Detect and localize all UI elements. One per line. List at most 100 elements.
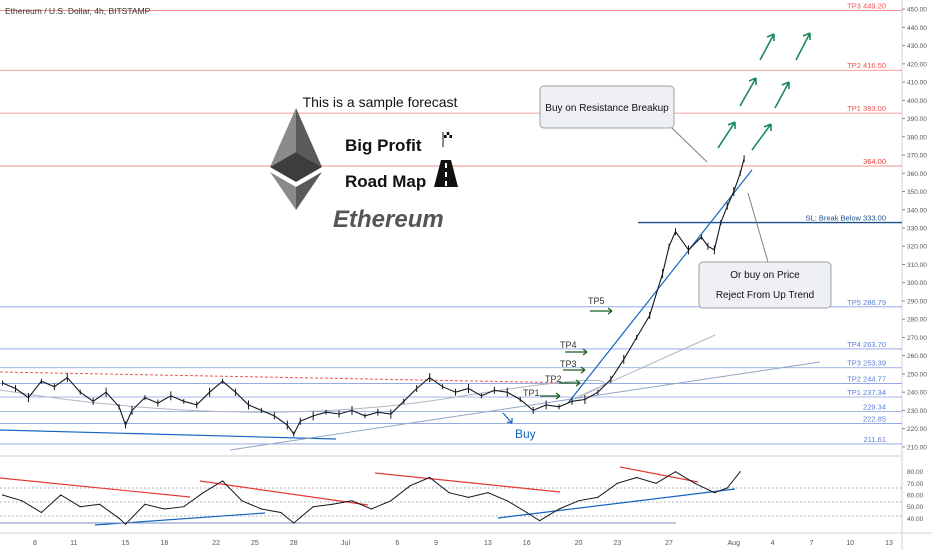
oscillator-point (163, 508, 165, 510)
x-tick-label: 18 (160, 540, 168, 547)
y-tick-label: 300.00 (907, 280, 927, 287)
x-tick-label: 28 (290, 540, 298, 547)
oscillator-point (558, 508, 560, 510)
oscillator-pane: 80.00 70.00 60.00 50.00 40.00 (0, 466, 924, 526)
symbol-label: Ethereum / U.S. Dollar, 4h, BITSTAMP (5, 6, 151, 16)
tp2-marker-label: TP2 (545, 374, 562, 384)
ethereum-diamond-icon (270, 108, 322, 210)
road-finish-flag-icon (434, 132, 458, 187)
up-trend-line (567, 169, 753, 404)
oscillator-point (293, 522, 295, 524)
y-tick-label: 220.00 (907, 426, 927, 433)
moving-average-line (0, 334, 716, 413)
level-label: 229.34 (863, 403, 886, 412)
oscillator-point (331, 503, 334, 505)
oscillator-point (616, 482, 618, 484)
oscillator-point (202, 492, 204, 494)
oscillator-point (99, 503, 101, 505)
oscillator-point (370, 508, 373, 510)
y-tick-label: 270.00 (907, 335, 927, 342)
y-tick-label: 330.00 (907, 226, 927, 233)
oscillator-point (1, 494, 4, 496)
y-axis-ticks: 450.00 440.00 430.00 420.00 410.00 400.00 390.… (902, 7, 927, 451)
x-tick-label: 11 (70, 540, 77, 547)
level-label: TP5 286.79 (847, 298, 886, 307)
tp4-marker-label: TP4 (560, 340, 577, 350)
arrow-up-icon (751, 123, 772, 151)
y-tick-label: 260.00 (907, 353, 927, 360)
oscillator-point (577, 500, 580, 502)
oscillator-point (539, 520, 541, 522)
oscillator-point (655, 482, 657, 484)
callout-uptrend: Or buy on Price Reject From Up Trend (698, 261, 832, 309)
y-tick-label: 400.00 (907, 98, 927, 105)
oscillator-point (409, 485, 411, 487)
level-label: TP4 263.70 (847, 340, 886, 349)
oscillator-point (726, 487, 728, 489)
osc-red-trend-4 (619, 466, 699, 483)
y-tick-label: 380.00 (907, 134, 927, 141)
x-tick-label: Jul (341, 540, 350, 547)
y-tick-label: 420.00 (907, 61, 927, 68)
y-tick-label: 370.00 (907, 153, 927, 160)
oscillator-point (221, 480, 224, 482)
x-tick-label: 13 (484, 540, 492, 547)
y-tick-label: 310.00 (907, 262, 927, 269)
x-tick-label: 20 (575, 540, 583, 547)
x-tick-label: 13 (885, 540, 893, 547)
osc-red-trend-2 (199, 480, 369, 506)
y-tick-label: 240.00 (907, 390, 927, 397)
level-label: SL: Break Below 333.00 (806, 214, 886, 223)
oscillator-point (280, 511, 282, 514)
brand-line2: Road Map (345, 172, 426, 191)
level-label: TP1 237.34 (847, 388, 886, 397)
x-tick-label: Aug (728, 540, 741, 547)
price-axis-background (902, 0, 932, 550)
y-tick-label: 320.00 (907, 244, 927, 251)
arrow-up-icon (774, 81, 790, 109)
resistance-dashed-line (0, 371, 579, 384)
oscillator-point (448, 492, 450, 494)
oscillator-point (636, 476, 638, 479)
y-tick-label: 210.00 (907, 444, 927, 451)
arrow-up-icon (795, 32, 811, 61)
x-tick-label: 23 (613, 540, 621, 547)
level-label: 211.61 (864, 435, 886, 444)
oscillator-point (144, 503, 146, 505)
osc-tick-label: 70.00 (907, 481, 924, 488)
x-tick-label: 22 (212, 540, 220, 547)
osc-red-trend-3 (374, 472, 561, 493)
oscillator-point (694, 482, 696, 484)
lower-support-line (0, 429, 337, 440)
oscillator-point (674, 471, 677, 473)
arrow-up-icon (759, 33, 775, 61)
oscillator-point (118, 517, 120, 519)
y-tick-label: 290.00 (907, 298, 927, 305)
oscillator-point (467, 496, 470, 498)
brand-line1: Big Profit (345, 136, 422, 155)
osc-tick-label: 60.00 (907, 493, 924, 500)
y-tick-label: 430.00 (907, 43, 927, 50)
level-label: TP3 449.20 (847, 2, 886, 11)
oscillator-point (429, 476, 431, 479)
level-label: TP3 253.39 (847, 359, 886, 368)
callout-uptrend-line2: Reject From Up Trend (716, 290, 814, 301)
x-tick-label: 27 (665, 540, 673, 547)
oscillator-point (351, 500, 353, 502)
x-tick-label: 7 (809, 540, 813, 547)
y-tick-label: 410.00 (907, 80, 927, 87)
callout-uptrend-line1: Or buy on Price (730, 270, 800, 281)
oscillator-point (487, 492, 489, 494)
tp1-marker-label: TP1 (523, 388, 540, 398)
oscillator-point (597, 496, 599, 498)
y-tick-label: 340.00 (907, 207, 927, 214)
oscillator-point (21, 500, 23, 502)
oscillator-point (124, 523, 127, 525)
forecast-arrows (717, 32, 811, 151)
y-tick-label: 440.00 (907, 25, 927, 32)
x-tick-label: 4 (771, 540, 775, 547)
arrow-up-icon (717, 121, 736, 149)
osc-tick-label: 50.00 (907, 504, 924, 511)
oscillator-point (713, 492, 715, 494)
